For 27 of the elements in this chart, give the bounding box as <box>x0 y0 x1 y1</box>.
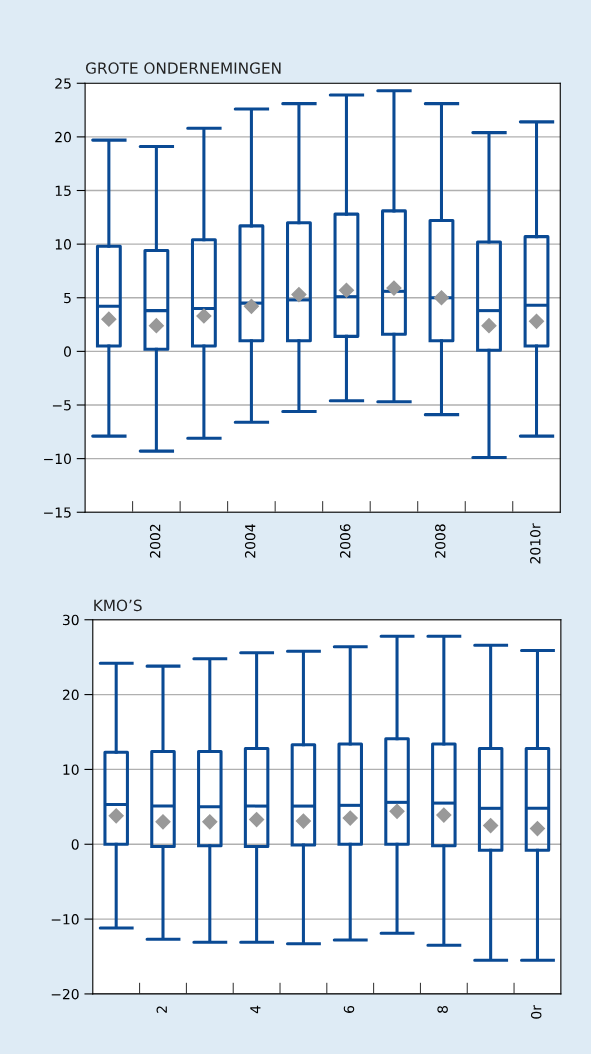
y-tick-label: −5 <box>52 400 71 411</box>
y-tick-label: 15 <box>55 185 71 196</box>
y-tick-label: −10 <box>51 914 79 925</box>
y-tick-label: 30 <box>62 614 79 626</box>
chart-title: GROTE ONDERNEMINGEN <box>85 62 281 74</box>
y-tick-label: 0 <box>63 346 71 357</box>
chart-title: KMO’S <box>94 599 142 612</box>
x-tick-label: 2006 <box>339 524 351 558</box>
y-tick-label: 10 <box>55 239 71 250</box>
y-tick-label: 0 <box>71 839 79 850</box>
x-tick-label: 2002 <box>149 524 161 558</box>
y-tick-label: −15 <box>44 507 71 518</box>
x-tick-label: 8 <box>437 1005 448 1013</box>
y-tick-label: 10 <box>63 764 79 775</box>
x-tick-label: 2010r <box>530 523 541 564</box>
y-tick-label: 25 <box>55 78 71 89</box>
y-tick-label: −10 <box>44 453 71 465</box>
y-tick-label: 20 <box>62 689 79 701</box>
x-tick-label: 4 <box>250 1005 261 1014</box>
x-tick-label: 2004 <box>244 524 256 558</box>
y-tick-label: 20 <box>55 131 71 143</box>
x-tick-label: 2008 <box>435 524 446 558</box>
x-tick-label: 6 <box>343 1005 355 1013</box>
y-tick-label: 5 <box>64 292 71 304</box>
x-tick-label: 2 <box>156 1006 167 1013</box>
x-tick-label: 0r <box>530 1005 542 1019</box>
y-tick-label: −20 <box>51 988 79 1000</box>
